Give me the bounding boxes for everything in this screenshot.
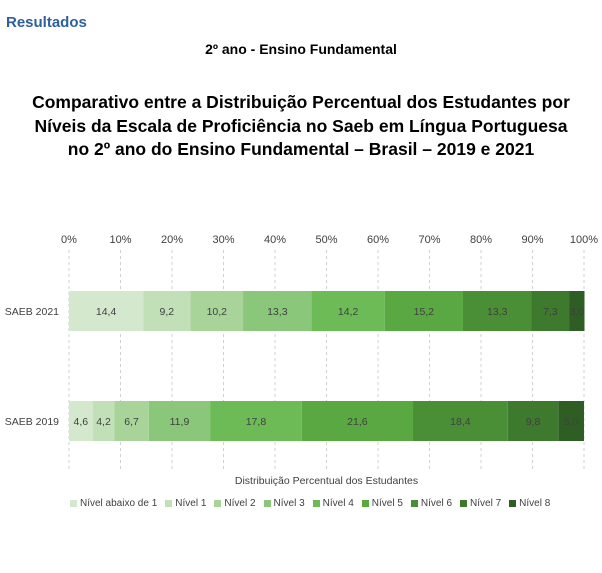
bar-segment	[311, 291, 385, 331]
data-label: 9,8	[526, 416, 541, 428]
legend-swatch	[460, 500, 468, 507]
data-label: 14,4	[96, 306, 117, 318]
bar-segment	[92, 401, 115, 441]
x-tick-label: 60%	[367, 234, 389, 246]
legend-swatch	[165, 500, 173, 507]
x-tick-label: 80%	[470, 234, 492, 246]
data-label: 13,3	[487, 306, 508, 318]
bar-segment	[114, 401, 149, 441]
data-label: 21,6	[347, 416, 368, 428]
x-tick-label: 50%	[315, 234, 337, 246]
data-label: 3,0	[569, 306, 584, 318]
legend-label: Nível abaixo de 1	[80, 498, 158, 509]
data-label: 11,9	[170, 416, 190, 428]
data-label: 4,2	[96, 416, 111, 428]
legend-item: Nível 6	[410, 498, 453, 509]
legend-label: Nível 6	[420, 498, 453, 509]
legend-item: Nível abaixo de 1	[70, 498, 157, 509]
legend-label: Nível 7	[470, 498, 502, 509]
data-label: 13,3	[267, 306, 288, 318]
section-title: Resultados	[6, 14, 87, 31]
data-label: 4,6	[74, 416, 89, 428]
data-label: 6,7	[124, 416, 139, 428]
legend-swatch	[361, 500, 369, 507]
legend-label: Nível 3	[273, 498, 305, 509]
legend-label: Nível 8	[519, 498, 551, 509]
legend-label: Nível 1	[175, 498, 207, 509]
x-tick-label: 30%	[212, 234, 234, 246]
bar-segment	[69, 401, 93, 441]
y-category-label: SAEB 2019	[5, 416, 59, 428]
bar-segment	[413, 401, 508, 441]
x-tick-label: 40%	[264, 234, 286, 246]
data-label: 7,3	[543, 306, 558, 318]
x-tick-label: 10%	[109, 234, 131, 246]
legend-swatch	[70, 500, 77, 507]
data-label: 15,2	[414, 306, 435, 318]
legend-item: Nível 3	[263, 498, 305, 509]
legend-swatch	[410, 500, 418, 507]
bar-segment	[462, 291, 532, 331]
legend-item: Nível 1	[165, 498, 206, 509]
legend-item: Nível 4	[312, 498, 354, 509]
chart-title: Comparativo entre a Distribuição Percent…	[32, 92, 570, 159]
legend-swatch	[214, 500, 222, 507]
x-tick-label: 70%	[418, 234, 440, 246]
bar-segment	[569, 291, 585, 331]
legend-label: Nível 4	[322, 498, 354, 509]
x-tick-label: 90%	[521, 234, 543, 246]
x-tick-label: 100%	[570, 234, 598, 246]
legend-swatch	[509, 500, 517, 507]
bar-segment	[384, 291, 463, 331]
bar-segment	[531, 291, 570, 331]
bar-segment	[243, 291, 312, 331]
data-label: 10,2	[207, 306, 228, 318]
x-axis-title: Distribuição Percentual dos Estudantes	[235, 475, 418, 487]
data-label: 18,4	[450, 416, 471, 428]
bar-segment	[69, 291, 144, 331]
y-category-label: SAEB 2021	[5, 306, 59, 318]
chart-subtitle: 2º ano - Ensino Fundamental	[205, 41, 397, 57]
legend-swatch	[263, 500, 271, 507]
legend-label: Nível 5	[371, 498, 403, 509]
data-label: 9,2	[160, 306, 175, 318]
legend-item: Nível 7	[460, 498, 501, 509]
data-label: 5,0	[564, 416, 579, 428]
bar-segment	[210, 401, 302, 441]
legend-item: Nível 2	[214, 498, 256, 509]
legend-label: Nível 2	[224, 498, 256, 509]
x-tick-label: 20%	[161, 234, 183, 246]
bar-segment	[143, 291, 191, 331]
legend-swatch	[312, 500, 320, 507]
data-label: 14,2	[338, 306, 359, 318]
legend-item: Nível 8	[509, 498, 550, 509]
bar-segment	[148, 401, 211, 441]
chart-legend: Nível abaixo de 1 Nível 1 Nível 2 Nível 3 Ní…	[70, 498, 550, 509]
bar-segment	[301, 401, 414, 441]
legend-item: Nível 5	[361, 498, 403, 509]
data-label: 17,8	[246, 416, 267, 428]
bar-segment	[507, 401, 559, 441]
bar-segment	[190, 291, 244, 331]
x-tick-label: 0%	[61, 234, 77, 246]
bar-segment	[558, 401, 584, 441]
